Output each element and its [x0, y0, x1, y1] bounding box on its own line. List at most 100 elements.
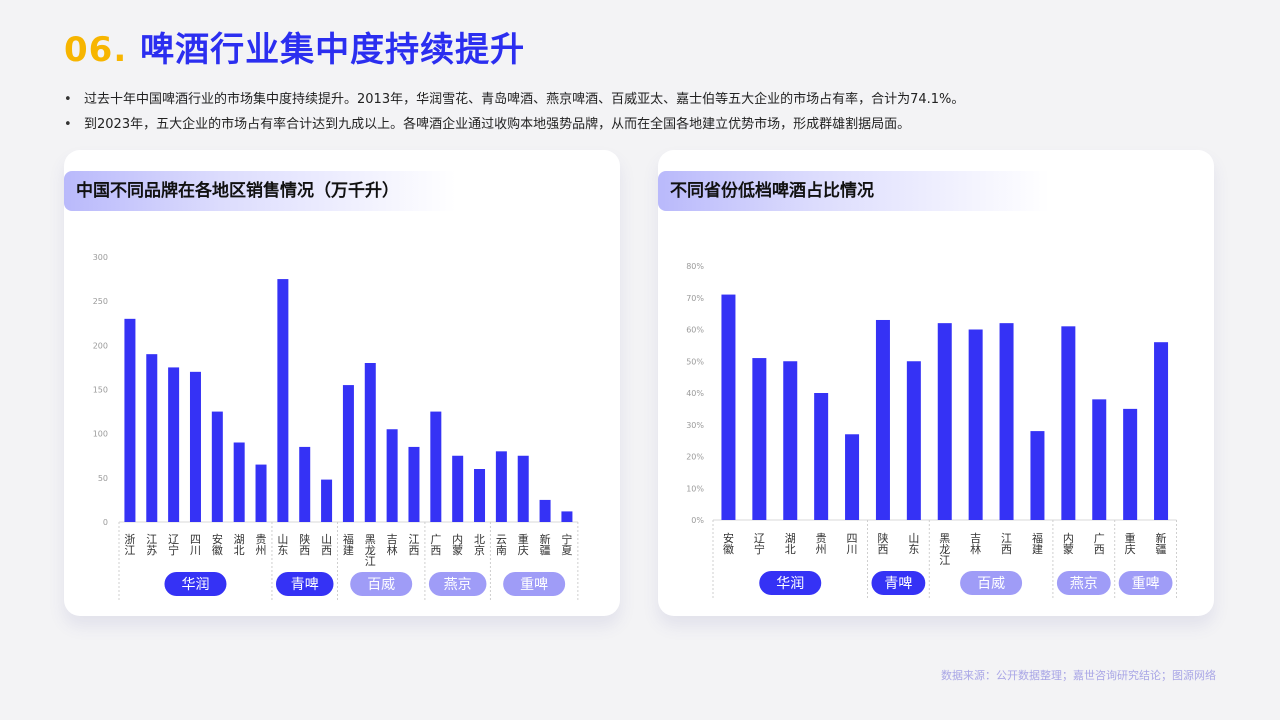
x-category-label: 广西 [430, 533, 441, 557]
x-category-label: 辽宁 [754, 532, 765, 556]
x-category-label: 黑龙江 [365, 533, 376, 568]
y-tick-label: 70% [686, 294, 704, 303]
bar [233, 442, 245, 522]
bar [168, 367, 180, 522]
x-category-label: 陕西 [299, 532, 310, 557]
group-tag [428, 572, 487, 596]
bar [408, 446, 420, 522]
bar [430, 411, 442, 522]
x-category-label: 内蒙 [452, 532, 463, 557]
x-category-label: 福建 [343, 532, 354, 557]
x-category-label: 四川 [190, 533, 201, 557]
x-category-label: 云南 [496, 533, 507, 557]
group-tag-label: 百威 [367, 577, 395, 593]
bar [517, 455, 529, 522]
x-category-label: 新疆 [540, 532, 551, 557]
x-category-label: 福建 [1032, 531, 1043, 556]
bar [1123, 408, 1138, 520]
bar [1154, 342, 1169, 520]
y-tick-label: 50 [98, 474, 108, 483]
chart-title: 中国不同品牌在各地区销售情况（万千升） [64, 171, 456, 211]
bar [937, 323, 952, 520]
summary-bullets: 过去十年中国啤酒行业的市场集中度持续提升。2013年，华润雪花、青岛啤酒、燕京啤… [64, 90, 964, 140]
group-tag-label: 燕京 [1070, 576, 1098, 592]
y-tick-label: 30% [686, 421, 704, 430]
page-title: 06. 啤酒行业集中度持续提升 [64, 22, 525, 71]
x-category-label: 辽宁 [168, 533, 179, 557]
x-category-label: 黑龙江 [939, 532, 950, 567]
x-category-label: 贵州 [256, 533, 267, 557]
x-category-label: 内蒙 [1063, 531, 1074, 556]
y-tick-label: 80% [686, 262, 704, 271]
bar [211, 411, 223, 522]
group-tag [1056, 571, 1111, 595]
group-tag-label: 重啤 [1132, 576, 1160, 592]
x-category-label: 山东 [277, 533, 288, 557]
bar [146, 354, 158, 522]
bar [968, 329, 983, 520]
brand-sales-chart: 0 50 100 150 200 250 300 浙江江苏辽宁四川安徽湖北贵州山东陕西山西福建… [93, 253, 579, 600]
bar [539, 499, 551, 522]
y-tick-label: 150 [93, 386, 108, 395]
x-category-label: 宁夏 [561, 532, 572, 557]
group-tag-label: 百威 [977, 576, 1005, 592]
bar [364, 363, 376, 522]
x-category-label: 安徽 [723, 531, 734, 556]
bar [783, 361, 798, 520]
low-end-share-chart: 0% 10% 20% 30% 40% 50% 60% 70% 80% 安徽辽宁湖北贵州四川陕西山东… [686, 262, 1177, 600]
y-tick-label: 250 [93, 297, 108, 306]
bar [495, 451, 507, 522]
x-category-label: 重庆 [518, 532, 529, 557]
y-tick-label: 50% [686, 357, 704, 366]
x-category-label: 山西 [321, 533, 332, 557]
group-tag-label: 燕京 [444, 577, 472, 593]
y-tick-label: 60% [686, 326, 704, 335]
bar [845, 434, 860, 520]
group-tag-label: 青啤 [884, 576, 912, 592]
y-tick-label: 10% [686, 484, 704, 493]
y-tick-label: 300 [93, 253, 108, 262]
bar [999, 323, 1014, 520]
group-tag-label: 华润 [776, 576, 804, 592]
bar [124, 318, 136, 522]
bar [906, 361, 921, 520]
x-category-label: 浙江 [124, 533, 135, 557]
x-category-label: 贵州 [816, 532, 827, 556]
x-category-label: 陕西 [877, 531, 888, 556]
bullet-item: 到2023年，五大企业的市场占有率合计达到九成以上。各啤酒企业通过收购本地强势品… [64, 115, 964, 140]
x-category-label: 江西 [1001, 532, 1012, 556]
x-category-label: 广西 [1094, 532, 1105, 556]
y-tick-label: 0% [691, 516, 704, 525]
group-tag [759, 571, 822, 595]
bar [561, 511, 573, 522]
bar [1030, 431, 1045, 520]
bar [321, 479, 333, 522]
group-tag-label: 重啤 [520, 577, 548, 593]
y-tick-label: 40% [686, 389, 704, 398]
x-category-label: 重庆 [1125, 531, 1136, 556]
bar [277, 279, 289, 522]
y-tick-label: 20% [686, 453, 704, 462]
bar [1061, 326, 1076, 520]
chart-title: 不同省份低档啤酒占比情况 [658, 171, 1050, 211]
bullet-item: 过去十年中国啤酒行业的市场集中度持续提升。2013年，华润雪花、青岛啤酒、燕京啤… [64, 90, 964, 115]
x-category-label: 北京 [474, 533, 485, 557]
data-source-note: 数据来源：公开数据整理；嘉世咨询研究结论；图源网络 [941, 669, 1216, 682]
bar [474, 469, 486, 522]
group-tag-label: 青啤 [291, 577, 319, 593]
x-category-label: 新疆 [1156, 531, 1167, 556]
x-category-label: 湖北 [785, 532, 796, 556]
x-category-label: 吉林 [387, 533, 398, 557]
x-category-label: 山东 [908, 532, 919, 556]
bar [814, 393, 829, 520]
y-tick-label: 100 [93, 430, 108, 439]
bar [875, 319, 890, 520]
bar [189, 371, 201, 522]
group-tag-label: 华润 [181, 577, 209, 593]
group-tag [1118, 571, 1173, 595]
x-category-label: 四川 [847, 532, 858, 556]
x-category-label: 江苏 [146, 533, 157, 557]
bar [452, 455, 464, 522]
chart-card-low-end-share: 不同省份低档啤酒占比情况 0% 10% 20% 30% 40% 50% 60% 70% 80% 安… [658, 150, 1214, 616]
x-category-label: 湖北 [234, 533, 245, 557]
